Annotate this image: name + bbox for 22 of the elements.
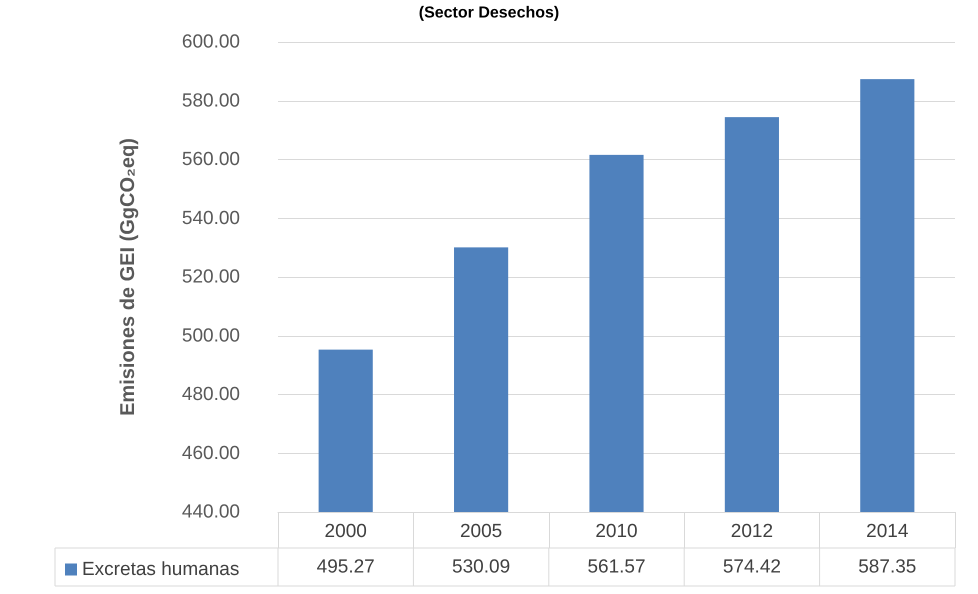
data-label: 587.35: [858, 556, 916, 578]
y-tick-label: 600.00: [182, 32, 240, 52]
y-tick-label: 580.00: [182, 90, 240, 112]
y-tick-label: 540.00: [182, 208, 240, 229]
y-tick-label: 560.00: [182, 149, 240, 170]
x-tick-label: 2010: [595, 521, 638, 542]
y-tick-label: 480.00: [182, 384, 240, 405]
x-tick-label: 2014: [866, 521, 909, 542]
y-tick-label: 460.00: [182, 442, 240, 464]
data-label: 495.27: [316, 556, 375, 578]
legend-label: Excretas humanas: [82, 559, 240, 580]
y-axis-title: Emisiones de GEI (GgCO₂eq): [117, 138, 139, 416]
data-label: 561.57: [587, 556, 646, 578]
y-tick-label: 500.00: [182, 325, 240, 346]
chart-title: (Sector Desechos): [418, 4, 560, 22]
data-label: 574.42: [722, 556, 781, 578]
y-tick-label: 440.00: [182, 502, 240, 522]
x-tick-label: 2000: [324, 521, 367, 542]
y-tick-label: 520.00: [182, 266, 240, 288]
data-label: 530.09: [452, 556, 510, 578]
x-tick-label: 2012: [730, 521, 774, 542]
x-tick-label: 2005: [460, 521, 502, 542]
